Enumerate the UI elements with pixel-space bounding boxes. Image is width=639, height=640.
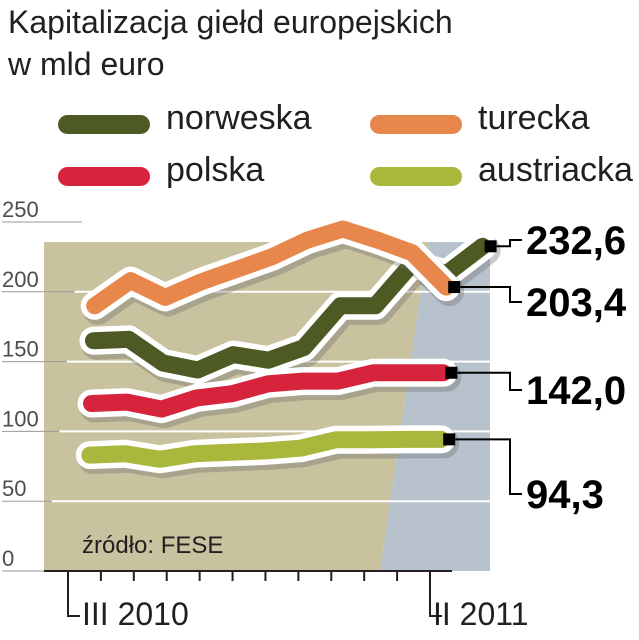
end-value-polska: 142,0	[526, 369, 626, 413]
source-note: źródło: FESE	[82, 532, 223, 559]
chart-title: Kapitalizacja giełd europejskich	[8, 4, 453, 40]
leader-line-polska	[457, 371, 522, 391]
legend-swatch-turecka	[370, 115, 462, 134]
series-line-austriacka	[81, 430, 450, 468]
x-label-end: II 2011	[433, 596, 528, 632]
legend-label-polska: polska	[166, 151, 265, 189]
y-tick-label-100: 100	[2, 406, 39, 431]
legend-swatch-austriacka	[370, 167, 462, 186]
axis-margin	[0, 218, 44, 578]
x-bracket-end	[429, 581, 442, 617]
series-end-marker-polska	[445, 366, 458, 379]
series-line-turecka	[86, 220, 455, 315]
y-tick-label-50: 50	[2, 476, 26, 501]
y-tick-label-200: 200	[2, 267, 39, 292]
legend-label-turecka: turecka	[478, 99, 590, 137]
chart-subtitle: w mld euro	[8, 46, 165, 82]
leader-line-norweska	[496, 239, 522, 248]
end-labels: 232,6 203,4 142,0 94,3	[455, 219, 627, 517]
series-line-polska	[83, 364, 452, 418]
series-end-marker-norweska	[484, 240, 497, 253]
legend-label-austriacka: austriacka	[478, 151, 633, 189]
plot-panel-recent	[380, 242, 490, 571]
y-tick-label-150: 150	[2, 337, 39, 362]
end-value-turecka: 203,4	[526, 281, 627, 325]
y-tick-label-250: 250	[2, 197, 39, 222]
x-bracket-start	[67, 581, 80, 617]
axes: 0 50 100 150 200 250	[2, 197, 452, 617]
legend-label-norweska: norweska	[166, 99, 312, 137]
leader-line-austriacka	[455, 438, 522, 495]
legend-swatch-norweska	[58, 115, 150, 134]
series-end-marker-austriacka	[443, 433, 456, 446]
x-label-start: III 2010	[82, 596, 189, 632]
legend-swatch-polska	[58, 167, 150, 186]
y-tick-label-0: 0	[2, 546, 14, 571]
end-value-austriacka: 94,3	[526, 473, 604, 517]
series-lines	[75, 215, 501, 479]
end-value-norweska: 232,6	[526, 219, 626, 263]
series-end-marker-turecka	[448, 281, 461, 294]
leader-line-turecka	[460, 286, 522, 303]
